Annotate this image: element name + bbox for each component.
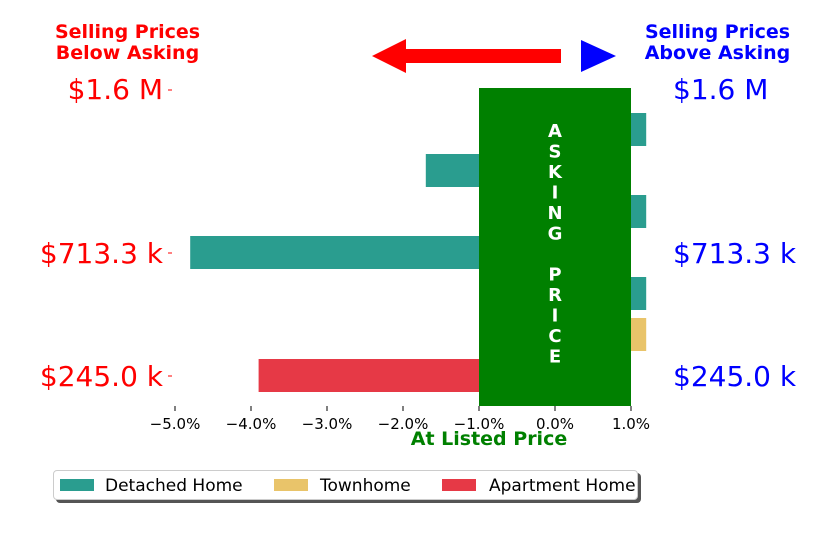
asking-price-letter: E bbox=[549, 347, 561, 368]
x-tick-label: −4.0% bbox=[226, 415, 277, 433]
x-tick-label: 0.0% bbox=[536, 415, 574, 433]
x-tick-label: 1.0% bbox=[612, 415, 650, 433]
x-axis-label: At Listed Price bbox=[411, 428, 567, 450]
above-asking-line1: Selling Prices bbox=[644, 21, 791, 43]
price-left-top: $1.6 M bbox=[67, 73, 163, 106]
above-asking-line2: Above Asking bbox=[644, 42, 791, 64]
asking-price-letter: P bbox=[548, 265, 561, 286]
legend-label-apartment: Apartment Home bbox=[489, 476, 636, 496]
asking-price-letter: N bbox=[547, 203, 562, 224]
right-arrow-icon bbox=[581, 40, 616, 72]
price-left-mid: $713.3 k bbox=[39, 237, 163, 270]
direction-arrows bbox=[372, 39, 616, 73]
x-tick-label: −5.0% bbox=[150, 415, 201, 433]
price-right-top: $1.6 M bbox=[673, 73, 769, 106]
legend-swatch-detached bbox=[60, 479, 94, 491]
price-left-bottom: $245.0 k bbox=[39, 360, 163, 393]
asking-price-letter: A bbox=[548, 121, 562, 142]
price-right-bottom: $245.0 k bbox=[673, 360, 797, 393]
asking-price-letter: I bbox=[552, 183, 559, 204]
below-asking-line1: Selling Prices bbox=[54, 21, 201, 43]
asking-price-letter: I bbox=[552, 306, 559, 327]
x-tick-label: −3.0% bbox=[302, 415, 353, 433]
asking-price-letter: C bbox=[548, 326, 561, 347]
legend-label-detached: Detached Home bbox=[105, 476, 243, 496]
x-tick-label: −1.0% bbox=[454, 415, 505, 433]
x-tick-label: −2.0% bbox=[378, 415, 429, 433]
asking-price-letter: R bbox=[548, 285, 562, 306]
below-asking-line2: Below Asking bbox=[55, 42, 200, 64]
asking-price-band bbox=[479, 88, 631, 406]
legend-swatch-townhome bbox=[274, 479, 308, 491]
left-arrow-icon bbox=[372, 39, 561, 73]
legend-swatch-apartment bbox=[442, 479, 476, 491]
below-asking-title: Selling Prices Below Asking bbox=[40, 22, 215, 64]
chart-legend: Detached Home Townhome Apartment Home bbox=[53, 470, 638, 500]
legend-label-townhome: Townhome bbox=[320, 476, 411, 496]
price-right-mid: $713.3 k bbox=[673, 237, 797, 270]
asking-price-letter: G bbox=[548, 224, 563, 245]
asking-price-letter: S bbox=[549, 142, 562, 163]
above-asking-title: Selling Prices Above Asking bbox=[630, 22, 805, 64]
asking-price-letter: K bbox=[548, 162, 563, 183]
